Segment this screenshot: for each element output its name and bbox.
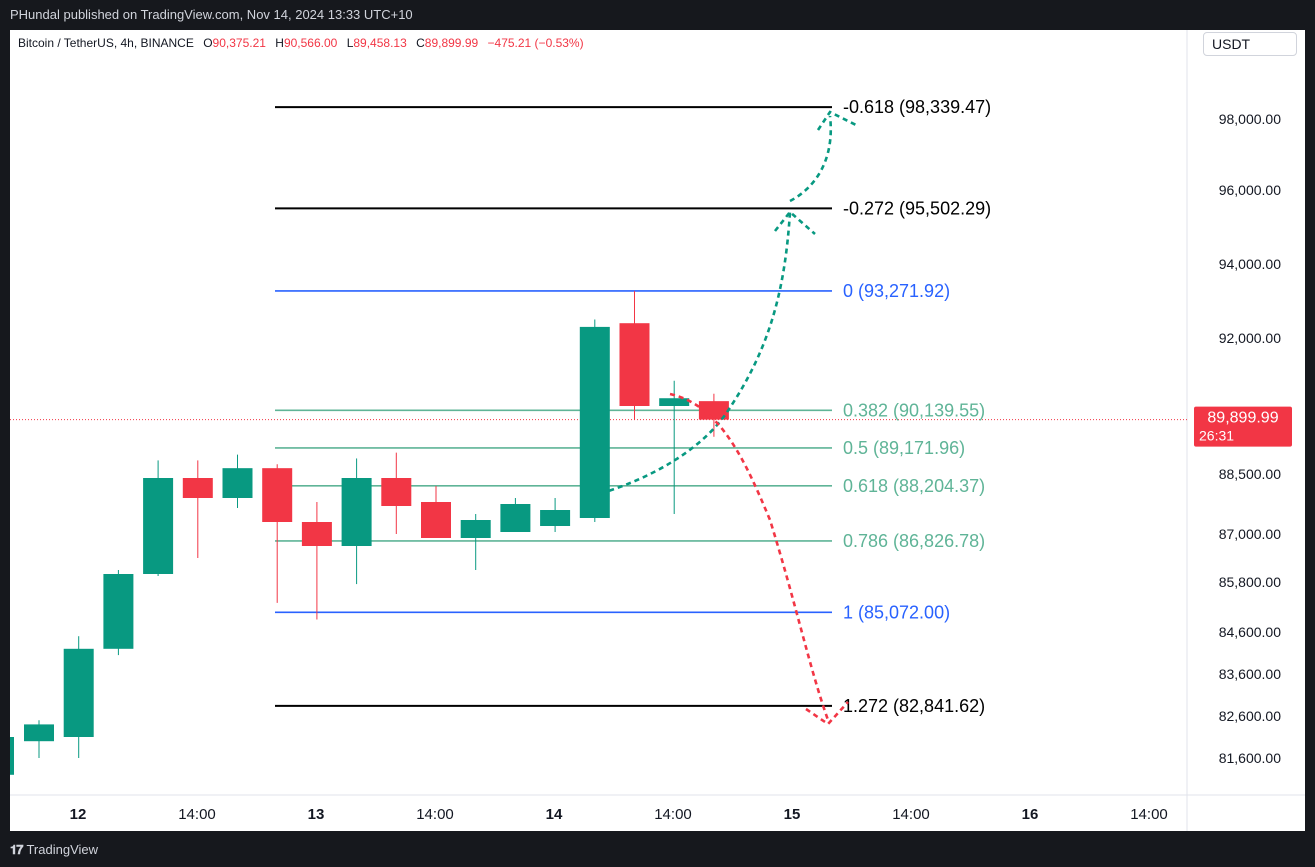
price-tick-label: 81,600.00 <box>1219 750 1281 766</box>
bearish-projection-arrow[interactable] <box>669 392 849 726</box>
candle-down <box>381 452 412 534</box>
open-value: 90,375.21 <box>212 36 266 50</box>
time-tick-label: 14:00 <box>892 806 930 823</box>
low-label: L <box>346 36 354 50</box>
time-tick-label: 14:00 <box>178 806 216 823</box>
price-tick-label: 94,000.00 <box>1219 256 1281 272</box>
candle-up <box>659 380 690 514</box>
price-tick-label: 96,000.00 <box>1219 182 1281 198</box>
publish-info: PHundal published on TradingView.com, No… <box>10 7 413 22</box>
fib-level-label: 0.5 (89,171.96) <box>843 438 965 458</box>
time-tick-label: 15 <box>784 806 801 823</box>
close-label: C <box>416 36 425 50</box>
price-tick-label: 83,600.00 <box>1219 666 1281 682</box>
candle-up <box>460 514 491 570</box>
close-value: 89,899.99 <box>424 36 479 50</box>
price-tick-label: 82,600.00 <box>1219 708 1281 724</box>
candle-up <box>63 636 94 758</box>
candle-down <box>301 502 332 620</box>
fib-level-label: -0.272 (95,502.29) <box>843 198 991 218</box>
change-value: −475.21 (−0.53%) <box>487 36 584 50</box>
time-tick-label: 12 <box>70 806 87 823</box>
candle-up <box>222 454 253 508</box>
fib-level[interactable]: -0.618 (98,339.47) <box>275 97 991 117</box>
last-price-value: 89,899.99 <box>1207 410 1278 427</box>
fib-level[interactable]: 1.272 (82,841.62) <box>275 696 985 716</box>
bullish-projection-arrow[interactable] <box>591 110 859 498</box>
candles <box>10 290 729 775</box>
high-label: H <box>275 36 284 50</box>
candle-up <box>500 498 531 532</box>
candle-up <box>143 460 174 576</box>
chart-canvas[interactable]: -0.618 (98,339.47) -0.272 (95,502.29) 0 (9… <box>10 30 1305 831</box>
candle-up <box>540 498 571 532</box>
last-price-tag: 89,899.99 26:31 <box>1194 406 1292 447</box>
price-tick-label: 88,500.00 <box>1219 466 1281 482</box>
price-tick-label: 98,000.00 <box>1219 111 1281 127</box>
fib-level-label: 0 (93,271.92) <box>843 281 950 301</box>
price-tick-label: 92,000.00 <box>1219 330 1281 346</box>
candle-up <box>579 319 610 522</box>
time-tick-label: 13 <box>308 806 325 823</box>
price-axis[interactable]: 98,000.00 96,000.00 94,000.00 92,000.00 88,5… <box>1219 111 1281 766</box>
candle-up <box>341 458 372 585</box>
time-tick-label: 14:00 <box>1130 806 1168 823</box>
currency-button[interactable]: USDT <box>1203 32 1297 56</box>
fib-level-label: 0.786 (86,826.78) <box>843 531 985 551</box>
time-tick-label: 14:00 <box>416 806 454 823</box>
fib-level[interactable]: 0 (93,271.92) <box>275 281 950 301</box>
time-tick-label: 16 <box>1022 806 1039 823</box>
footer: 𝟏𝟕 TradingView <box>10 840 98 860</box>
low-value: 89,458.13 <box>353 36 407 50</box>
fib-level-label: 1 (85,072.00) <box>843 602 950 622</box>
candle-up <box>24 720 54 758</box>
fib-level[interactable]: -0.272 (95,502.29) <box>275 198 991 218</box>
brand-name: TradingView <box>26 842 99 857</box>
fib-level[interactable]: 0.382 (90,139.55) <box>275 400 985 420</box>
fib-level[interactable]: 0.786 (86,826.78) <box>275 531 985 551</box>
time-tick-label: 14:00 <box>654 806 692 823</box>
candle-down <box>182 460 213 558</box>
candle-down <box>698 393 729 437</box>
candle-down <box>262 464 293 603</box>
fib-retracement[interactable]: -0.618 (98,339.47) -0.272 (95,502.29) 0 (9… <box>275 97 991 716</box>
open-label: O <box>203 36 213 50</box>
candle-down <box>421 486 451 538</box>
high-value: 90,566.00 <box>283 36 338 50</box>
symbol-name: Bitcoin / TetherUS, 4h, BINANCE <box>18 36 194 50</box>
fib-level-label: 0.382 (90,139.55) <box>843 400 985 420</box>
fib-level[interactable]: 1 (85,072.00) <box>275 602 950 622</box>
fib-level-label: -0.618 (98,339.47) <box>843 97 991 117</box>
bar-countdown: 26:31 <box>1199 428 1234 444</box>
fib-level[interactable]: 0.5 (89,171.96) <box>275 438 965 458</box>
price-tick-label: 87,000.00 <box>1219 526 1281 542</box>
time-axis[interactable]: 12 14:00 13 14:00 14 14:00 15 14:00 16 14:00 <box>70 806 1168 823</box>
price-tick-label: 84,600.00 <box>1219 624 1281 640</box>
symbol-legend[interactable]: Bitcoin / TetherUS, 4h, BINANCE O90,375.… <box>18 36 584 50</box>
chart-panel[interactable]: -0.618 (98,339.47) -0.272 (95,502.29) 0 (9… <box>10 30 1305 831</box>
time-tick-label: 14 <box>546 806 563 823</box>
fib-level-label: 1.272 (82,841.62) <box>843 696 985 716</box>
candle-up <box>103 570 134 656</box>
tradingview-logo-icon: 𝟏𝟕 <box>10 842 24 857</box>
candle-up <box>10 737 14 775</box>
fib-level-label: 0.618 (88,204.37) <box>843 476 985 496</box>
price-tick-label: 85,800.00 <box>1219 574 1281 590</box>
candle-down <box>619 290 650 420</box>
